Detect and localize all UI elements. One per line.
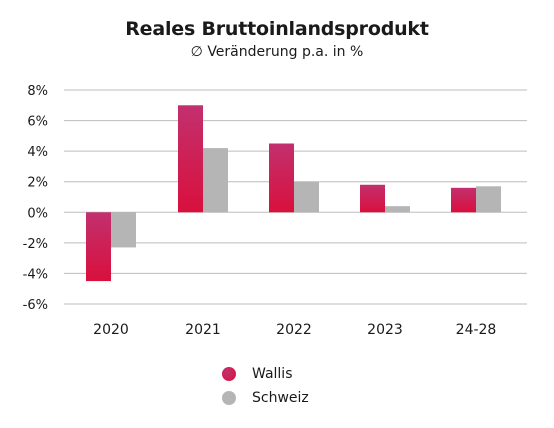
y-tick-label: -2% bbox=[23, 237, 48, 252]
y-tick-label: -4% bbox=[23, 267, 48, 282]
y-tick-label: -6% bbox=[23, 298, 48, 313]
bar-wallis-2021 bbox=[178, 105, 203, 213]
bar-wallis-2022 bbox=[269, 143, 294, 213]
x-tick-label: 2023 bbox=[367, 322, 403, 338]
chart-subtitle: ∅ Veränderung p.a. in % bbox=[190, 44, 364, 60]
bar-wallis-24-28 bbox=[451, 187, 476, 213]
legend-label-schweiz: Schweiz bbox=[252, 390, 309, 406]
y-tick-label: 8% bbox=[27, 84, 48, 99]
bar-wallis-2023 bbox=[360, 184, 385, 213]
legend-label-wallis: Wallis bbox=[252, 366, 293, 382]
x-tick-label: 24-28 bbox=[456, 322, 497, 338]
bar-wallis-2020 bbox=[86, 212, 111, 282]
y-tick-label: 4% bbox=[27, 145, 48, 160]
y-tick-label: 0% bbox=[27, 206, 48, 221]
bar-schweiz-2023 bbox=[385, 206, 410, 213]
bar-schweiz-24-28 bbox=[476, 186, 501, 213]
y-tick-label: 6% bbox=[27, 115, 48, 130]
legend-swatch-schweiz bbox=[222, 391, 236, 405]
chart-title: Reales Bruttoinlandsprodukt bbox=[125, 18, 429, 40]
legend-item-schweiz: Schweiz bbox=[222, 388, 309, 408]
bar-schweiz-2021 bbox=[203, 148, 228, 213]
bar-schweiz-2022 bbox=[294, 181, 319, 213]
legend-item-wallis: Wallis bbox=[222, 364, 293, 384]
bar-schweiz-2020 bbox=[111, 212, 136, 248]
x-tick-label: 2021 bbox=[185, 322, 221, 338]
legend-swatch-wallis bbox=[222, 367, 236, 381]
y-tick-label: 2% bbox=[27, 176, 48, 191]
x-tick-label: 2022 bbox=[276, 322, 312, 338]
x-tick-label: 2020 bbox=[93, 322, 129, 338]
